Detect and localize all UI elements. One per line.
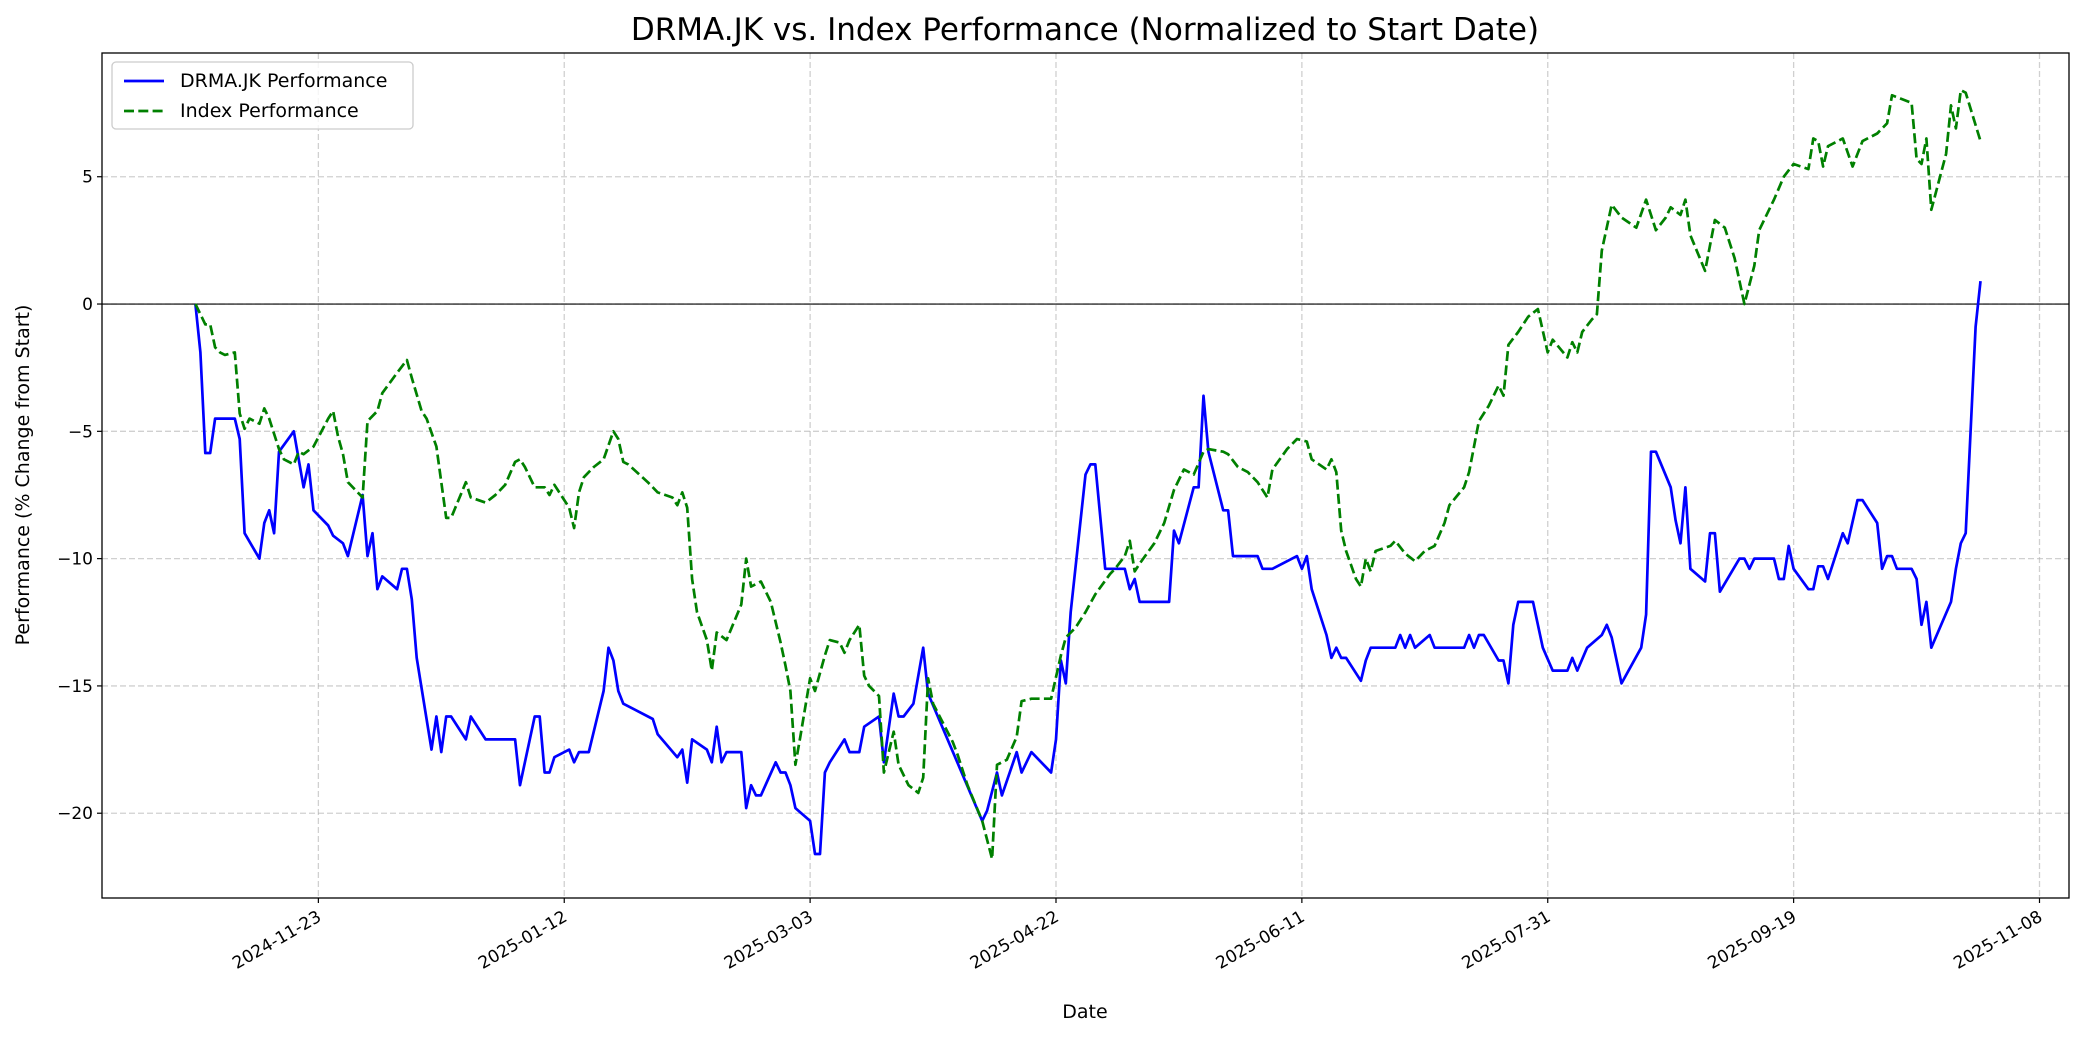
legend: DRMA.JK Performance Index Performance	[111, 61, 414, 130]
y-tick-label: −15	[57, 677, 93, 697]
series-drma	[194, 280, 1982, 856]
y-tick-label: −20	[57, 804, 93, 824]
plot-frame	[101, 52, 2070, 899]
y-tick-label: 5	[82, 168, 93, 188]
x-axis-label: Date	[1062, 1001, 1107, 1023]
y-tick-label: −5	[68, 422, 93, 442]
legend-label-drma: DRMA.JK Performance	[180, 70, 387, 92]
drma-performance-line	[194, 280, 1982, 856]
series-lines	[194, 88, 1982, 861]
series-index	[194, 88, 1982, 861]
legend-label-index: Index Performance	[180, 100, 359, 122]
y-tick-label: −10	[57, 550, 93, 570]
y-axis-label: Performance (% Change from Start)	[12, 305, 34, 646]
index-performance-line	[194, 88, 1982, 861]
y-axis-ticks: −20 −15 −10 −5 0 5	[57, 168, 102, 824]
chart-title: DRMA.JK vs. Index Performance (Normalize…	[631, 12, 1539, 48]
y-tick-label: 0	[82, 295, 93, 315]
legend-box	[111, 61, 414, 130]
